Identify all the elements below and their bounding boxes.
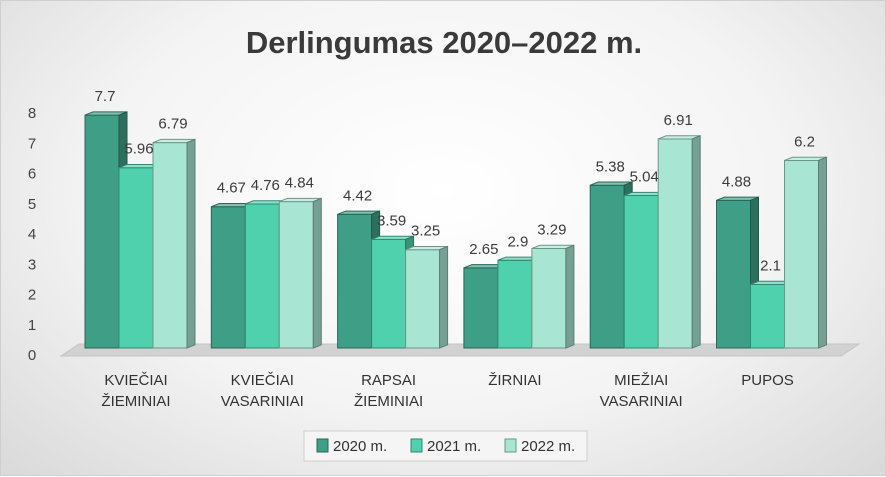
- data-label: 4.88: [722, 173, 751, 190]
- y-tick-label: 1: [28, 317, 36, 334]
- bar: [657, 135, 701, 349]
- bar-front: [118, 167, 154, 349]
- data-label: 4.84: [285, 175, 314, 192]
- y-tick-label: 6: [28, 166, 36, 183]
- data-label: 5.38: [596, 158, 625, 175]
- bar-front: [371, 238, 407, 349]
- bar-front: [657, 138, 693, 349]
- category-label: VASARINIAI: [600, 393, 683, 410]
- data-labels: 7.7 5.96 6.79 4.67 4.76 4.84 4.42 3.59 3.25 2.65 2…: [95, 88, 815, 274]
- bar: [337, 210, 381, 349]
- y-tick-label: 4: [28, 226, 36, 243]
- bar-side: [439, 245, 449, 349]
- data-label: 6.2: [794, 133, 815, 150]
- data-label: 6.79: [158, 116, 187, 133]
- chart-title: Derlingumas 2020–2022 m.: [246, 25, 642, 60]
- bar: [716, 196, 759, 349]
- data-label: 2.65: [469, 241, 498, 258]
- data-label: 4.67: [217, 180, 246, 197]
- data-label: 3.25: [411, 223, 440, 240]
- bar-side: [818, 156, 827, 349]
- category-label: ŽIEMINIAI: [101, 393, 170, 410]
- bar: [623, 191, 667, 349]
- y-tick-label: 2: [28, 287, 36, 304]
- x-axis: KVIEČIAI ŽIEMINIAI KVIEČIAI VASARINIAI RAPSA…: [101, 372, 793, 410]
- bar-front: [244, 203, 280, 349]
- legend-label: 2021 m.: [427, 438, 481, 455]
- data-label: 2.1: [760, 257, 781, 274]
- bar: [118, 164, 162, 349]
- bar-front: [463, 267, 499, 349]
- bar: [210, 203, 254, 349]
- category-label: MIEŽIAI: [614, 372, 668, 389]
- y-tick-label: 7: [28, 135, 36, 152]
- bar-front: [210, 206, 246, 349]
- category-label: ŽIEMINIAI: [354, 393, 423, 410]
- data-label: 4.42: [343, 187, 372, 204]
- data-label: 6.91: [664, 112, 693, 129]
- y-tick-label: 5: [28, 196, 36, 213]
- data-label: 5.04: [630, 169, 659, 186]
- bar-side: [691, 135, 701, 349]
- bar-side: [750, 196, 759, 286]
- bar-front: [750, 283, 785, 349]
- bar-front: [716, 199, 751, 349]
- category-label: KVIEČIAI: [104, 372, 167, 389]
- bar-front: [497, 259, 533, 349]
- legend-swatch: [410, 438, 423, 453]
- bar-front: [337, 213, 373, 349]
- bar-front: [405, 249, 441, 349]
- legend-swatch: [504, 438, 517, 453]
- bar: [784, 156, 827, 349]
- bar-front: [784, 159, 819, 349]
- bars: [84, 111, 827, 349]
- bar: [371, 235, 415, 349]
- data-label: 7.7: [95, 88, 116, 105]
- legend-swatch: [316, 438, 329, 453]
- y-tick-label: 3: [28, 256, 36, 273]
- y-axis: 0 1 2 3 4 5 6 7 8: [28, 105, 36, 364]
- data-label: 3.59: [377, 212, 406, 229]
- data-label: 3.29: [537, 221, 566, 238]
- bar-front: [623, 195, 659, 349]
- bar-side: [565, 244, 575, 349]
- category-label: ŽIRNIAI: [488, 372, 541, 389]
- legend-label: 2022 m.: [521, 438, 575, 455]
- legend-label: 2020 m.: [333, 438, 387, 455]
- bar: [278, 197, 322, 349]
- bar: [750, 280, 793, 349]
- data-label: 2.9: [507, 233, 528, 250]
- category-label: VASARINIAI: [221, 393, 304, 410]
- legend-box: [303, 430, 588, 462]
- data-label: 5.96: [124, 141, 153, 158]
- bar: [405, 245, 449, 349]
- bar-front: [278, 201, 314, 349]
- y-tick-label: 8: [28, 105, 36, 122]
- legend: 2020 m. 2021 m. 2022 m.: [303, 430, 588, 462]
- bar-front: [531, 247, 567, 349]
- category-label: PUPOS: [741, 372, 794, 389]
- bar: [589, 181, 633, 349]
- bar-side: [312, 197, 322, 349]
- bar: [531, 244, 575, 349]
- bar: [152, 138, 196, 349]
- bar-side: [186, 138, 196, 349]
- bar: [497, 256, 541, 349]
- y-tick-label: 0: [28, 347, 36, 364]
- data-label: 4.76: [251, 177, 280, 194]
- category-label: KVIEČIAI: [231, 372, 294, 389]
- bar-front: [152, 142, 188, 349]
- category-label: RAPSAI: [361, 372, 416, 389]
- bar-front: [84, 114, 120, 349]
- bar-front: [589, 184, 625, 349]
- bar: [84, 111, 128, 349]
